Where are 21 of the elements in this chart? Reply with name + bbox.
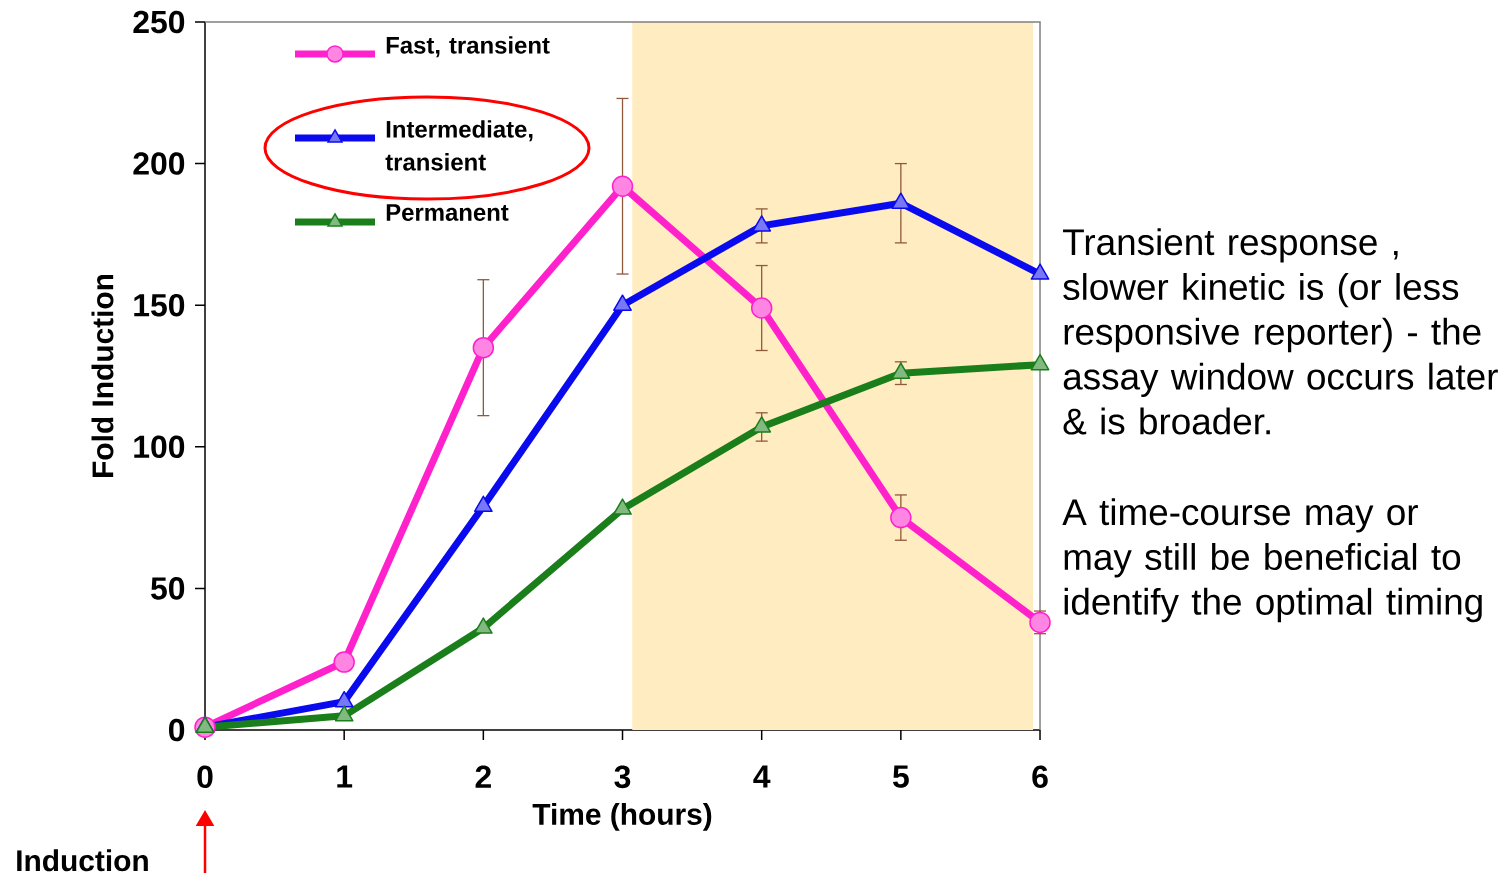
y-tick-label: 250 (133, 10, 185, 34)
x-tick-label: 1 (337, 765, 353, 788)
legend-label: Intermediate, transient (385, 120, 533, 171)
x-tick-label: 4 (753, 765, 771, 788)
x-tick-label: 3 (614, 765, 631, 789)
y-tick-label: 150 (134, 293, 185, 317)
y-tick-label: 100 (134, 435, 185, 459)
x-axis-title: Time (hours) (532, 802, 712, 831)
y-tick-label: 200 (133, 152, 185, 175)
y-axis-title: Fold Induction (91, 274, 114, 477)
text: A time-course may or may still be beneficial to identify the optimal timing (1062, 498, 1482, 623)
y-tick-label: 0 (169, 718, 185, 742)
x-tick-label: 6 (1032, 765, 1048, 789)
x-tick-label: 2 (475, 765, 491, 788)
legend-label: Fast, transient (386, 36, 550, 58)
text: Induction (17, 849, 148, 872)
text: Transient response , slower kinetic is (or less responsive reporter) - the assay window occurs later & is broader. (1063, 228, 1498, 435)
x-tick-label: 5 (892, 765, 909, 788)
y-tick-label: 50 (151, 577, 185, 600)
legend-label: Permanent (386, 204, 509, 221)
x-tick-label: 0 (197, 765, 213, 789)
